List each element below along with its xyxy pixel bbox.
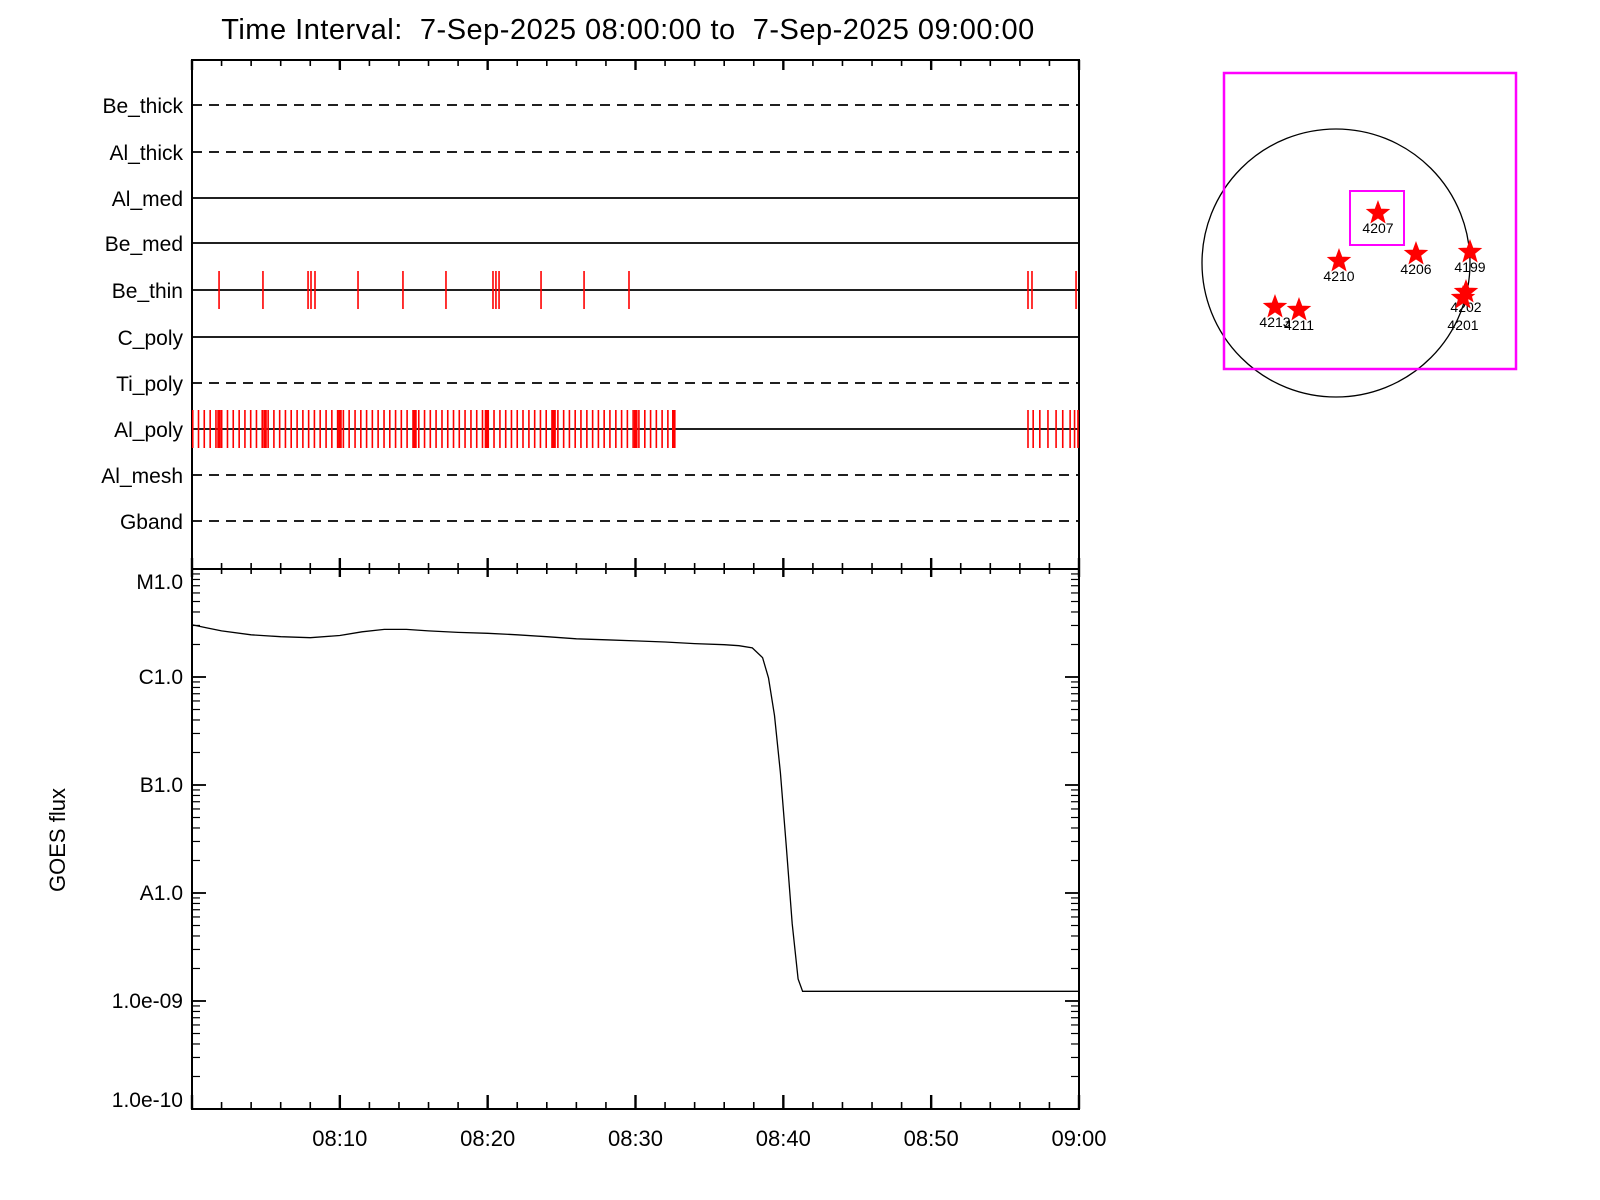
fov-box [1222,71,1518,371]
y-tick-label: M1.0 [136,571,183,594]
filter-row-al_mesh: Al_mesh [101,465,1079,488]
active-region-label: 4206 [1400,261,1431,277]
active-region-label: 4213 [1259,314,1290,330]
active-region-label: 4210 [1323,268,1354,284]
filter-panel-border [191,59,1080,570]
active-region-4211: 4211 [1284,297,1314,333]
goes-flux-curve [191,624,1079,992]
y-tick-label: 1.0e-09 [112,990,183,1013]
filter-row-label: Be_thick [102,95,183,118]
active-region-star-icon [1365,200,1391,224]
x-tick-label: 08:50 [904,1126,959,1151]
active-region-star-icon [1457,239,1483,263]
filter-row-label: Be_thin [112,280,183,303]
time-axis-ticks [190,60,1081,1109]
filter-row-label: Al_poly [114,419,183,442]
active-region-star-icon [1286,297,1312,321]
active-region-star-icon [1403,241,1429,265]
active-region-star-icon [1450,285,1476,309]
active-region-4213: 4213 [1259,294,1291,330]
y-tick-label: C1.0 [139,666,183,689]
filter-row-label: C_poly [118,327,184,350]
x-tick-label: 08:40 [756,1126,811,1151]
y-tick-label: 1.0e-10 [112,1089,183,1112]
solar-limb-circle [1201,128,1471,398]
x-tick-label: 09:00 [1051,1126,1106,1151]
x-tick-label: 08:20 [460,1126,515,1151]
target-box [1349,190,1405,246]
filter-row-label: Ti_poly [116,373,183,396]
filter-row-label: Al_thick [109,142,183,165]
filter-row-label: Be_med [105,233,183,256]
active-region-label: 4199 [1454,259,1485,275]
x-tick-label: 08:30 [608,1126,663,1151]
active-region-4206: 4206 [1400,241,1432,277]
filter-row-label: Gband [120,511,183,534]
active-region-4199: 4199 [1454,239,1486,275]
filter-row-c_poly: C_poly [118,327,1079,350]
filter-row-gband: Gband [120,511,1079,534]
filter-row-al_poly: Al_poly [114,410,1079,448]
x-tick-label: 08:10 [312,1126,367,1151]
filter-row-ti_poly: Ti_poly [116,373,1079,396]
active-region-star-icon [1262,294,1288,318]
goes-panel-border [191,568,1080,1110]
active-region-4207: 4207 [1362,200,1394,236]
active-region-star-icon [1326,248,1352,272]
filter-row-be_thick: Be_thick [102,95,1079,118]
active-region-label: 4201 [1447,317,1478,333]
active-region-4201: 4201 [1447,285,1479,333]
active-region-label: 4207 [1362,220,1393,236]
filter-row-label: Al_mesh [101,465,183,488]
filter-row-be_thin: Be_thin [112,271,1079,309]
filter-row-label: Al_med [112,188,183,211]
y-tick-label: B1.0 [140,774,183,797]
goes-flux-panel: M1.0 C1.0 B1.0 A1.0 1.0e-09 1.0e-10 08:10 08:20… [112,568,1107,1151]
active-region-label: 4211 [1284,317,1314,333]
filter-row-be_med: Be_med [105,233,1079,256]
filter-exposure-panel: Be_thick Al_thick Al_med Be_med Be_thin C_pol… [101,59,1080,570]
active-region-4210: 4210 [1323,248,1355,284]
filter-row-al_med: Al_med [112,188,1079,211]
y-tick-label: A1.0 [140,882,183,905]
page-title: Time Interval: 7-Sep-2025 08:00:00 to 7-… [221,14,1035,46]
filter-row-al_thick: Al_thick [109,142,1079,165]
